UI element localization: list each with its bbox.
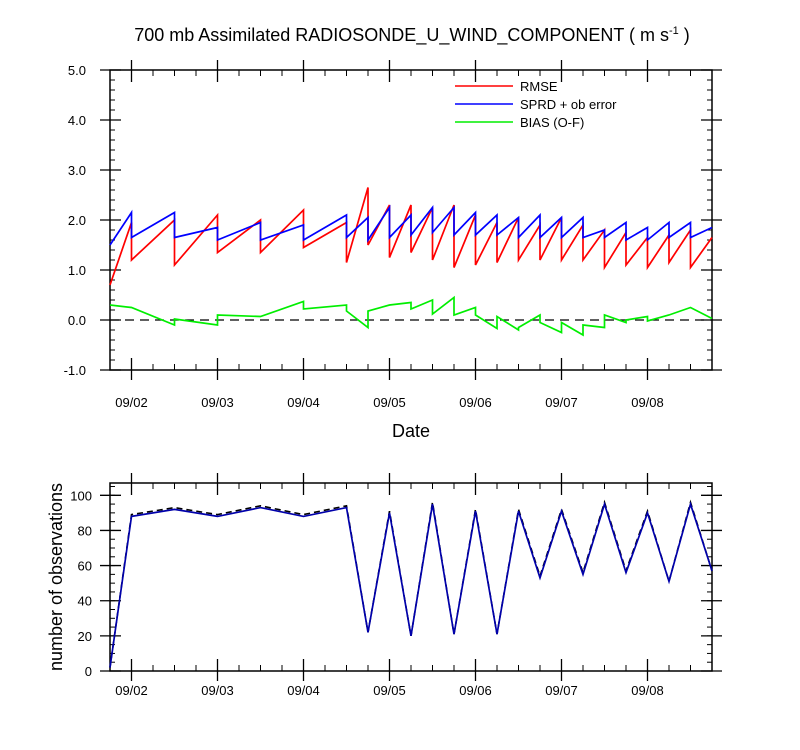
top-x-tick-labels: 09/02 09/03 09/04 09/05 09/06 09/07 09/08 bbox=[115, 395, 664, 410]
bottom-x-tick-label: 09/05 bbox=[373, 683, 406, 698]
top-x-tick-label: 09/05 bbox=[373, 395, 406, 410]
series-observations-possible bbox=[109, 499, 713, 668]
legend-label-bias: BIAS (O-F) bbox=[520, 115, 584, 130]
bottom-y-tick-labels: 0 20 40 60 80 100 bbox=[70, 488, 92, 679]
bottom-x-tick-label: 09/07 bbox=[545, 683, 578, 698]
top-x-tick-label: 09/03 bbox=[201, 395, 234, 410]
top-y-tick-label: 4.0 bbox=[68, 113, 86, 128]
top-y-tick-label: 1.0 bbox=[68, 263, 86, 278]
top-x-tick-label: 09/06 bbox=[459, 395, 492, 410]
top-y-tick-label: 5.0 bbox=[68, 63, 86, 78]
top-x-tick-label: 09/08 bbox=[631, 395, 664, 410]
bottom-x-tick-label: 09/08 bbox=[631, 683, 664, 698]
bottom-y-tick-label: 100 bbox=[70, 488, 92, 503]
top-y-tick-label: 3.0 bbox=[68, 163, 86, 178]
top-y-tick-label: 2.0 bbox=[68, 213, 86, 228]
bottom-x-tick-labels: 09/02 09/03 09/04 09/05 09/06 09/07 09/08 bbox=[115, 683, 664, 698]
bottom-y-tick-label: 0 bbox=[85, 664, 92, 679]
legend-label-rmse: RMSE bbox=[520, 79, 558, 94]
top-x-tick-label: 09/04 bbox=[287, 395, 320, 410]
bottom-plot-ticks bbox=[100, 473, 722, 681]
top-y-tick-labels: -1.0 0.0 1.0 2.0 3.0 4.0 5.0 bbox=[64, 63, 86, 378]
top-y-tick-label: -1.0 bbox=[64, 363, 86, 378]
rmse-spread-bias-panel: -1.00.01.02.03.04.05.0 09/02 09/03 09/04 09… bbox=[64, 60, 722, 441]
top-x-tick-label: 09/02 bbox=[115, 395, 148, 410]
chart-title: 700 mb Assimilated RADIOSONDE_U_WIND_COM… bbox=[134, 25, 690, 46]
bottom-plot-series bbox=[109, 499, 713, 668]
y-axis-title-observations: number of observations bbox=[46, 483, 66, 671]
bottom-y-tick-label: 80 bbox=[78, 523, 92, 538]
x-axis-title: Date bbox=[392, 421, 430, 441]
top-plot-series bbox=[109, 187, 713, 337]
legend-label-spread: SPRD + ob error bbox=[520, 97, 617, 112]
bottom-x-tick-label: 09/02 bbox=[115, 683, 148, 698]
series-bias-o-f bbox=[109, 295, 713, 337]
top-x-tick-label: 09/07 bbox=[545, 395, 578, 410]
top-plot-ticks bbox=[100, 60, 722, 380]
legend: RMSE SPRD + ob error BIAS (O-F) bbox=[455, 79, 617, 130]
series-observations-used bbox=[109, 501, 713, 668]
bottom-x-tick-label: 09/04 bbox=[287, 683, 320, 698]
bottom-y-tick-label: 20 bbox=[78, 629, 92, 644]
bottom-y-tick-label: 40 bbox=[78, 594, 92, 609]
bottom-x-tick-label: 09/03 bbox=[201, 683, 234, 698]
bottom-x-tick-label: 09/06 bbox=[459, 683, 492, 698]
bottom-y-tick-label: 60 bbox=[78, 559, 92, 574]
top-y-tick-label: 0.0 bbox=[68, 313, 86, 328]
series-sprd-ob-error bbox=[109, 204, 713, 246]
